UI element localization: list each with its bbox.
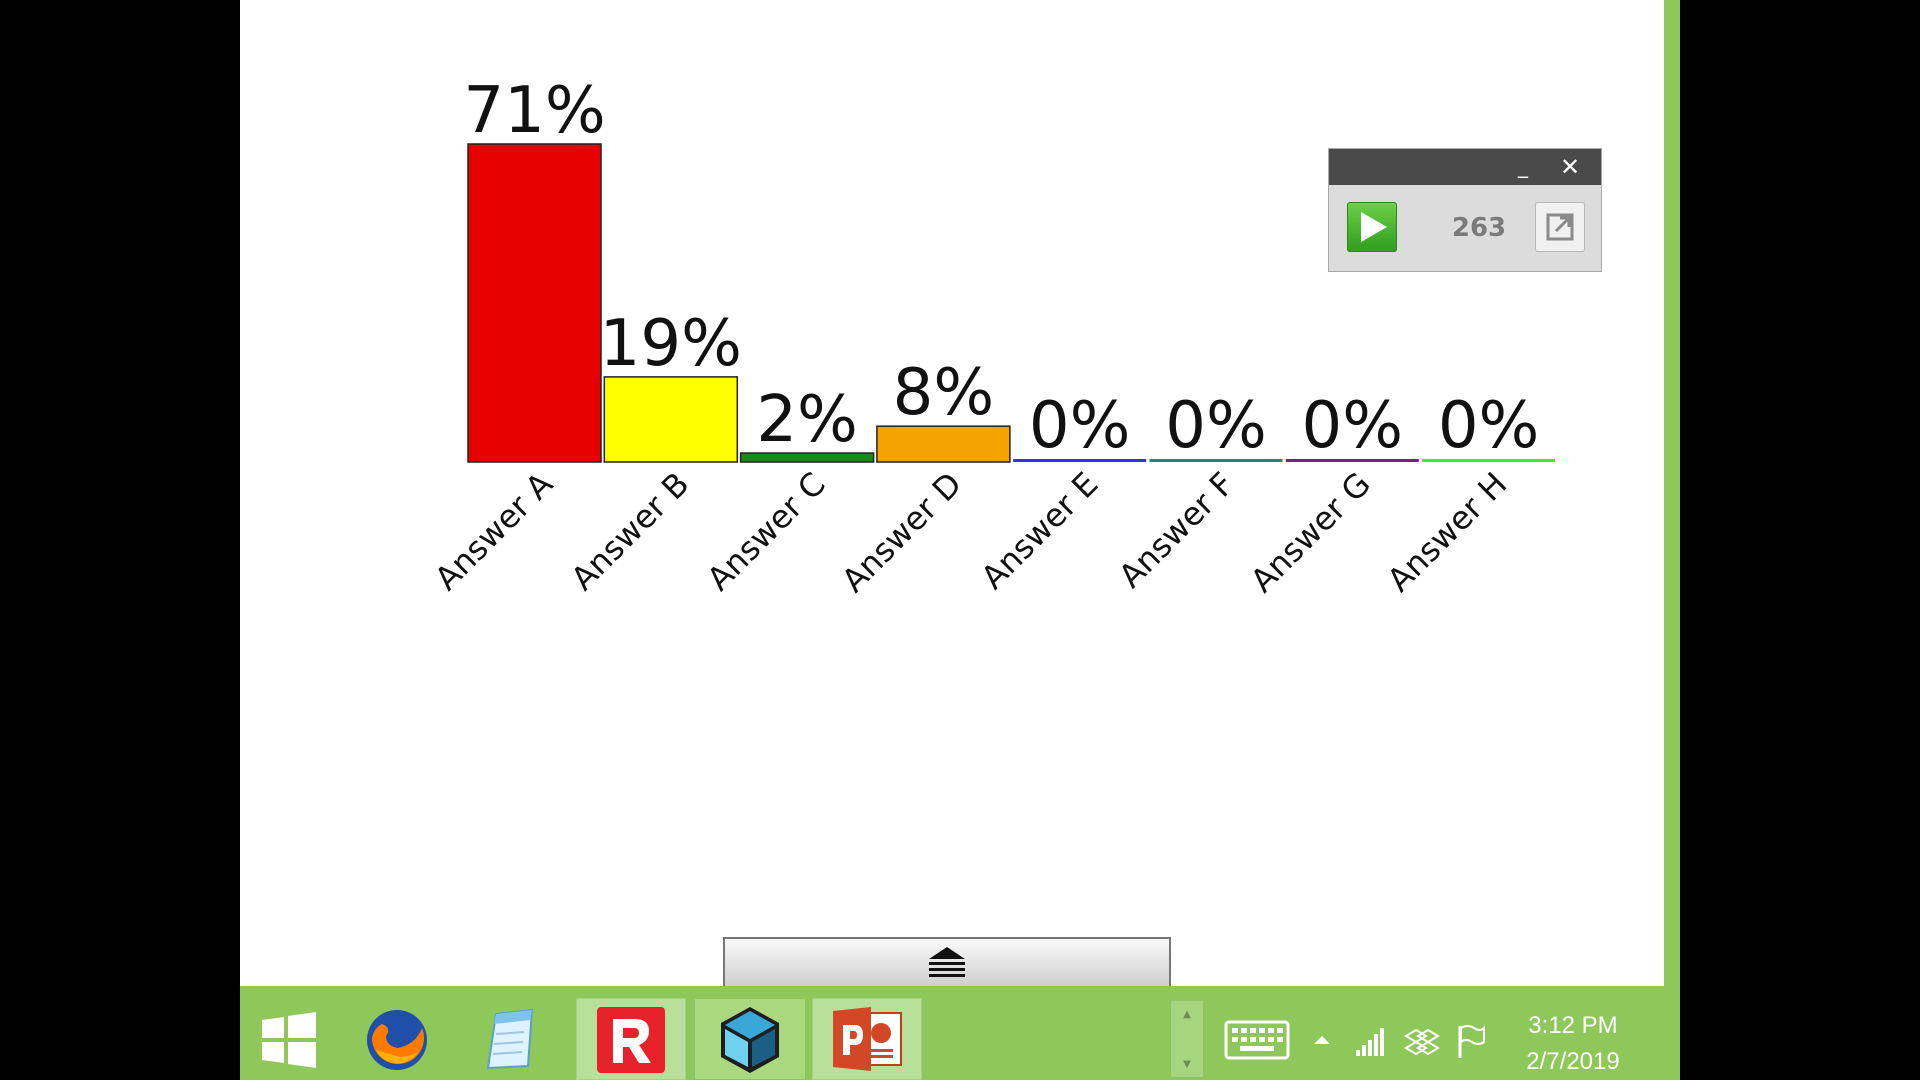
firefox-icon <box>367 1010 427 1070</box>
response-count: 263 <box>1451 213 1507 243</box>
start-button[interactable] <box>250 998 326 1080</box>
bar-answer-b <box>603 376 739 463</box>
cube-app-icon <box>721 1007 779 1073</box>
notepad-icon <box>486 1008 534 1070</box>
play-button[interactable] <box>1347 202 1397 252</box>
eject-menu-icon <box>929 947 965 977</box>
value-label: 8% <box>893 356 995 430</box>
bar-answer-a <box>467 143 602 463</box>
taskbar-app-powerpoint[interactable] <box>812 998 922 1080</box>
bar-answer-e <box>1013 459 1147 462</box>
screen: 71% Answer A 19% Answer B 2% Answer C 8% Answer… <box>240 0 1680 1080</box>
taskbar-app-cube[interactable] <box>694 998 806 1080</box>
value-label: 0% <box>1165 389 1267 463</box>
clock-date: 2/7/2019 <box>1526 1048 1620 1075</box>
category-label: Answer E <box>974 465 1106 597</box>
taskbar-app-r[interactable] <box>576 998 686 1080</box>
bar-answer-f <box>1149 459 1283 462</box>
value-label: 19% <box>600 307 742 381</box>
category-label: Answer H <box>1380 465 1514 599</box>
keyboard-icon <box>1224 1020 1290 1060</box>
close-button[interactable]: ✕ <box>1559 153 1581 181</box>
taskbar-app-notepad[interactable] <box>466 998 556 1080</box>
poll-widget-titlebar[interactable]: _ ✕ <box>1329 149 1601 185</box>
touch-keyboard-button[interactable] <box>1218 998 1294 1080</box>
action-center-tray-icon[interactable] <box>1452 998 1488 1080</box>
value-label: 71% <box>463 74 605 148</box>
system-clock[interactable]: 3:12 PM 2/7/2019 <box>1498 1008 1648 1080</box>
expand-button[interactable] <box>1535 202 1585 252</box>
taskbar: ▲ ▼ <box>240 998 1664 1080</box>
signal-icon <box>1356 1028 1384 1056</box>
category-label: Answer A <box>427 465 560 598</box>
category-label: Answer B <box>564 465 697 598</box>
slide-drawer-button[interactable] <box>723 937 1171 986</box>
powerpoint-icon <box>833 1007 902 1071</box>
bar-answer-h <box>1422 459 1556 462</box>
taskbar-app-firefox[interactable] <box>352 998 442 1080</box>
play-icon <box>1361 212 1387 242</box>
category-label: Answer D <box>834 465 969 600</box>
results-bar-chart: 71% Answer A 19% Answer B 2% Answer C 8% Answer… <box>427 74 1556 600</box>
r-app-icon <box>597 1007 665 1073</box>
category-label: Answer C <box>700 465 833 598</box>
category-label: Answer G <box>1243 465 1378 600</box>
value-label: 2% <box>756 383 858 457</box>
value-label: 0% <box>1438 389 1540 463</box>
dropbox-tray-icon[interactable] <box>1402 998 1442 1080</box>
windows-start-icon <box>262 1012 316 1068</box>
bar-answer-d <box>876 425 1011 463</box>
presentation-slide: 71% Answer A 19% Answer B 2% Answer C 8% Answer… <box>240 0 1664 986</box>
value-label: 0% <box>1302 389 1404 463</box>
show-hidden-icons-button[interactable] <box>1308 998 1336 1080</box>
value-label: 0% <box>1029 389 1131 463</box>
minimize-button[interactable]: _ <box>1518 154 1528 178</box>
dropbox-icon <box>1404 1028 1440 1056</box>
chevron-up-icon <box>1314 1036 1330 1044</box>
expand-icon <box>1546 213 1574 241</box>
category-label: Answer F <box>1111 465 1241 595</box>
clock-time: 3:12 PM <box>1528 1012 1618 1039</box>
poll-widget: _ ✕ 263 <box>1328 148 1602 272</box>
bar-answer-c <box>739 452 875 463</box>
bar-answer-g <box>1285 459 1419 462</box>
flag-icon <box>1458 1025 1485 1058</box>
network-tray-icon[interactable] <box>1352 998 1388 1080</box>
taskbar-scroll[interactable]: ▲ ▼ <box>1170 1000 1204 1078</box>
